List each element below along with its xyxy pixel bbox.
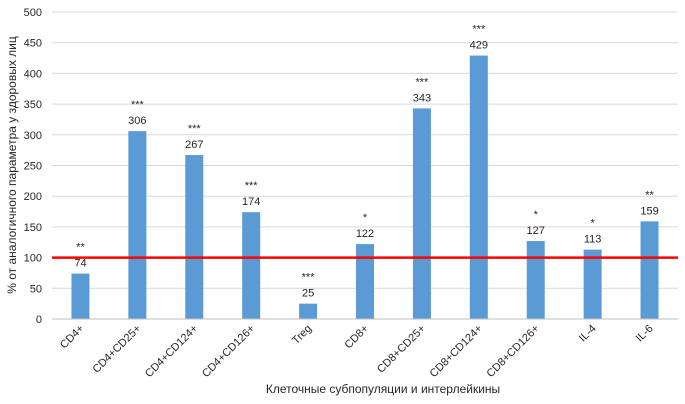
y-tick-label: 100 — [24, 253, 42, 265]
bar — [185, 155, 204, 319]
value-label: 74 — [74, 258, 86, 270]
y-tick-label: 150 — [24, 222, 42, 234]
bar — [412, 108, 431, 319]
y-tick-label: 250 — [24, 161, 42, 173]
significance-label: ** — [76, 242, 85, 254]
x-tick-label: CD8+CD126+ — [485, 323, 542, 380]
x-tick-label: CD4+CD124+ — [143, 323, 200, 380]
value-label: 429 — [470, 40, 488, 52]
significance-label: * — [534, 209, 539, 221]
y-tick-label: 200 — [24, 191, 42, 203]
value-label: 159 — [640, 205, 658, 217]
y-axis: 0 50 100 150 200 250 300 350 400 450 500 — [24, 7, 42, 326]
y-tick-label: 500 — [24, 7, 42, 19]
data-labels: 74**306***267***174***25***122*343***429… — [74, 24, 658, 300]
bar — [640, 221, 659, 319]
value-label: 122 — [356, 228, 374, 240]
x-axis-title: Клеточные субпопуляции и интерлейкины — [266, 382, 500, 396]
significance-label: ** — [645, 189, 654, 201]
value-label: 267 — [185, 139, 203, 151]
value-label: 113 — [584, 234, 602, 246]
significance-label: * — [363, 212, 368, 224]
y-tick-label: 400 — [24, 68, 42, 80]
x-tick-label: CD4+CD126+ — [200, 323, 257, 380]
bar — [583, 249, 602, 319]
value-label: 25 — [302, 288, 314, 300]
significance-label: *** — [472, 24, 486, 36]
significance-label: *** — [131, 99, 145, 111]
x-tick-label: CD8+CD124+ — [428, 323, 485, 380]
bar — [299, 303, 318, 319]
significance-label: * — [590, 218, 595, 230]
y-tick-label: 50 — [30, 283, 42, 295]
bar — [71, 273, 90, 319]
bar-series — [71, 55, 659, 320]
y-axis-title: % от аналогичного параметра у здоровых л… — [5, 36, 19, 294]
bar — [128, 131, 147, 319]
x-tick-label: CD4+ — [58, 323, 87, 352]
x-tick-label: CD8+CD25+ — [375, 323, 428, 376]
value-label: 306 — [128, 115, 146, 127]
x-axis: CD4+ CD4+CD25+ CD4+CD124+ CD4+CD126+ Treg CD8… — [52, 318, 678, 380]
x-tick-label: CD4+CD25+ — [90, 323, 143, 376]
y-tick-label: 300 — [24, 130, 42, 142]
y-tick-label: 0 — [36, 314, 42, 326]
bar — [469, 55, 488, 320]
y-tick-label: 350 — [24, 99, 42, 111]
x-tick-label: Treg — [290, 323, 314, 347]
value-label: 127 — [527, 225, 545, 237]
x-tick-label: IL-6 — [634, 323, 656, 345]
bar — [526, 241, 545, 319]
value-label: 174 — [242, 196, 260, 208]
y-tick-label: 450 — [24, 38, 42, 50]
significance-label: *** — [302, 272, 316, 284]
significance-label: *** — [188, 123, 202, 135]
x-tick-label: CD8+ — [343, 323, 372, 352]
x-tick-label: IL-4 — [577, 323, 599, 345]
bar — [356, 244, 374, 319]
value-label: 343 — [413, 92, 431, 104]
significance-label: *** — [245, 180, 259, 192]
bar — [242, 212, 261, 319]
significance-label: *** — [415, 76, 429, 88]
